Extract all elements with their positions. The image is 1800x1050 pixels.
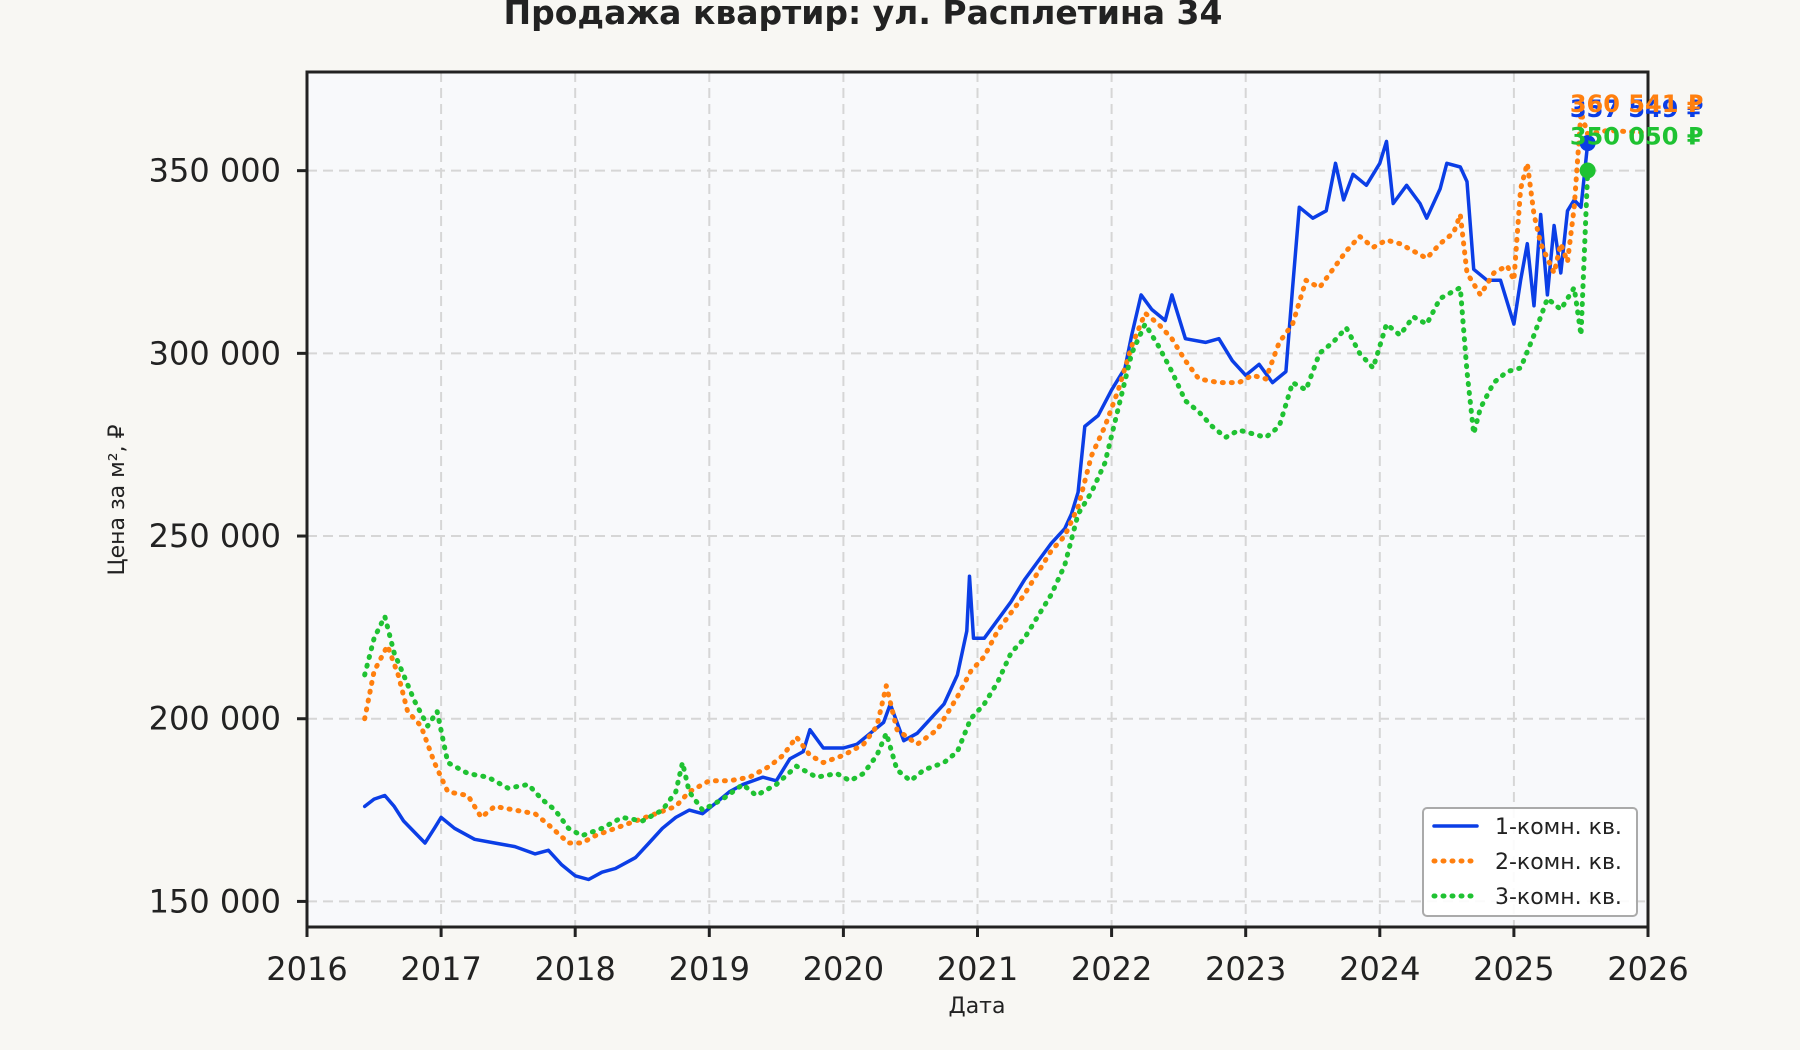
x-tick-label: 2016	[266, 950, 347, 988]
legend-label-2: 2-комн. кв.	[1495, 850, 1622, 875]
series-line-2	[362, 109, 1644, 846]
series-line-3	[362, 168, 1591, 839]
x-tick-label: 2021	[937, 950, 1018, 988]
x-tick-label: 2023	[1205, 950, 1286, 988]
endpoint-marker-3	[1579, 162, 1596, 179]
y-tick-label: 350 000	[149, 152, 281, 190]
legend-label-3: 3-комн. кв.	[1495, 885, 1622, 910]
x-tick-label: 2022	[1071, 950, 1152, 988]
endpoint-annotation-3: 350 050 ₽	[1570, 122, 1704, 150]
endpoint-marker-1	[1579, 135, 1596, 152]
endpoint-annotation-2: 360 541 ₽	[1570, 90, 1704, 118]
x-axis-label: Дата	[949, 994, 1006, 1019]
endpoint-annotation-1: 357 549 ₽	[1570, 95, 1704, 123]
y-tick-label: 200 000	[149, 700, 281, 738]
chart-title: Продажа квартир: ул. Расплетина 34	[504, 0, 1223, 32]
x-tick-label: 2018	[534, 950, 615, 988]
y-tick-label: 150 000	[149, 882, 281, 920]
x-tick-label: 2020	[803, 950, 884, 988]
y-tick-label: 300 000	[149, 334, 281, 372]
x-tick-label: 2019	[669, 950, 750, 988]
legend-label-1: 1-комн. кв.	[1495, 815, 1622, 840]
x-tick-label: 2024	[1339, 950, 1420, 988]
x-tick-label: 2017	[400, 950, 481, 988]
x-tick-label: 2025	[1473, 950, 1554, 988]
series-line-1	[362, 139, 1590, 882]
x-tick-label: 2026	[1607, 950, 1688, 988]
y-tick-label: 250 000	[149, 517, 281, 555]
y-axis-label: Цена за м², ₽	[105, 424, 130, 575]
legend-box	[1422, 807, 1638, 917]
